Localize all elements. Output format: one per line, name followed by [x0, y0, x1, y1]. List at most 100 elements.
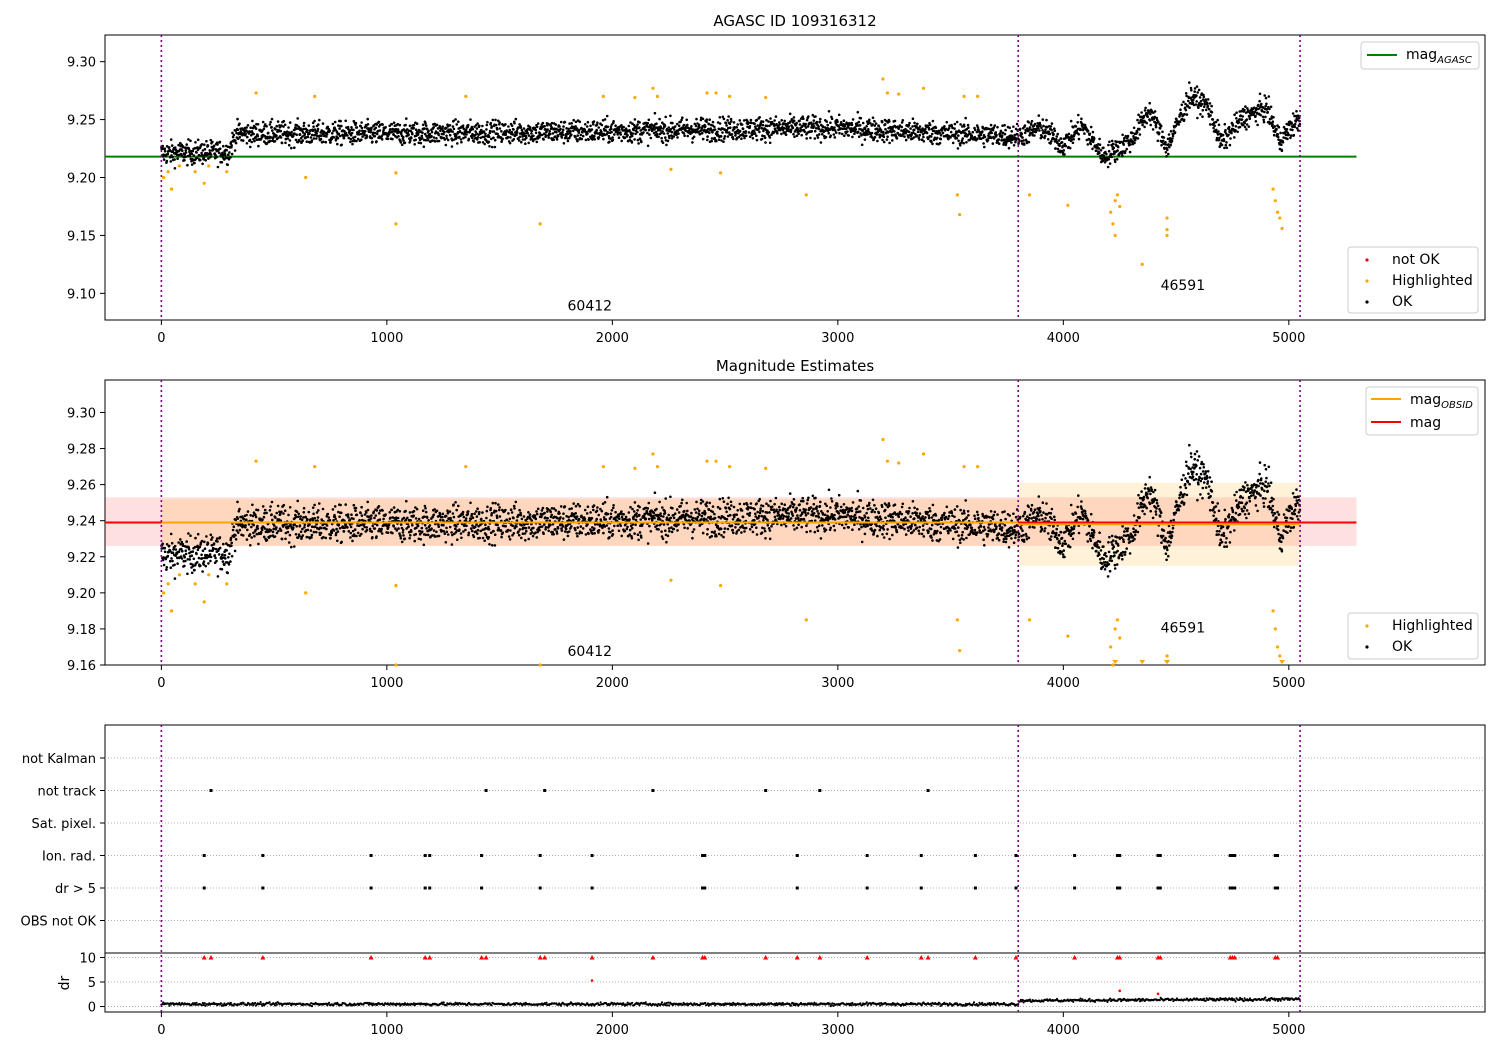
ok-point: [251, 503, 254, 507]
ok-point: [939, 133, 943, 137]
ok-point: [981, 130, 984, 133]
highlighted-point: [714, 91, 718, 95]
ok-point: [340, 143, 344, 147]
ok-point: [183, 153, 186, 156]
ok-point: [203, 547, 207, 550]
ok-point: [458, 528, 461, 531]
ok-point: [668, 136, 671, 140]
highlighted-point: [1140, 262, 1144, 266]
ok-point: [929, 135, 933, 138]
ok-point: [564, 527, 568, 531]
ok-point: [870, 131, 874, 135]
ok-point: [500, 130, 503, 133]
ok-point: [344, 503, 348, 506]
ok-point: [713, 125, 716, 129]
ok-point: [619, 524, 622, 528]
ok-point: [697, 123, 701, 127]
ok-point: [1201, 108, 1205, 112]
ok-point: [283, 509, 287, 512]
highlighted-point: [885, 91, 890, 95]
ok-point: [488, 145, 491, 148]
ok-point: [744, 130, 748, 133]
ok-point: [451, 125, 455, 128]
ok-point: [540, 525, 544, 528]
ok-point: [563, 505, 567, 508]
ok-point: [303, 523, 307, 527]
ok-point: [457, 504, 460, 508]
ok-point: [375, 509, 379, 512]
ok-point: [297, 512, 301, 516]
y-tick-label: 9.30: [67, 56, 96, 71]
ok-point: [1183, 106, 1187, 109]
ok-point: [353, 528, 357, 531]
ok-point: [730, 120, 733, 123]
ok-point: [922, 140, 926, 143]
ok-point: [337, 132, 341, 136]
ok-point: [955, 136, 959, 140]
ok-point: [438, 513, 442, 516]
ok-point: [446, 509, 449, 512]
ok-point: [194, 141, 197, 144]
ok-point: [628, 518, 631, 521]
ok-point: [750, 133, 754, 137]
ok-point: [527, 537, 530, 541]
ok-point: [472, 140, 476, 143]
ok-point: [209, 559, 212, 563]
ok-point: [401, 531, 405, 534]
ok-point: [1292, 133, 1296, 137]
ok-point: [351, 142, 354, 146]
ok-point: [637, 142, 640, 145]
ok-point: [556, 527, 560, 530]
ok-point: [256, 123, 260, 126]
ok-point: [633, 118, 637, 121]
ok-point: [189, 139, 192, 143]
ok-point: [350, 131, 354, 135]
ok-point: [255, 138, 259, 141]
ok-point: [1142, 114, 1146, 118]
ok-point: [791, 126, 795, 130]
ok-point: [1124, 150, 1127, 153]
ok-point: [667, 126, 670, 129]
ok-point: [901, 119, 905, 122]
ok-point: [416, 524, 420, 528]
ok-point: [380, 527, 383, 531]
ok-point: [497, 503, 500, 506]
ok-point: [675, 122, 679, 126]
ok-point: [629, 121, 632, 124]
ok-point: [249, 126, 252, 129]
ok-point: [1167, 133, 1171, 136]
ok-point: [232, 525, 236, 528]
ok-point: [311, 506, 315, 510]
ok-point: [356, 137, 360, 141]
highlighted-point: [976, 94, 980, 99]
ok-point: [408, 536, 411, 540]
ok-point: [320, 134, 323, 138]
ok-point: [399, 523, 403, 526]
ok-point: [433, 535, 437, 538]
ok-point: [574, 125, 577, 128]
ok-point: [355, 126, 359, 129]
ok-point: [406, 516, 409, 520]
ok-point: [1054, 147, 1057, 150]
ok-point: [214, 556, 217, 560]
ok-point: [1146, 115, 1149, 118]
ok-point: [488, 543, 491, 546]
ok-point: [530, 132, 533, 135]
ok-point: [224, 557, 227, 560]
ok-point: [1091, 147, 1094, 151]
ok-point: [846, 130, 849, 133]
ok-point: [1194, 103, 1198, 106]
ok-point: [298, 534, 301, 538]
ok-point: [789, 128, 793, 131]
ok-point: [1089, 142, 1093, 146]
ok-point: [299, 127, 303, 130]
ok-point: [522, 127, 526, 130]
ok-point: [614, 510, 617, 514]
ok-point: [173, 167, 177, 170]
ok-point: [294, 138, 298, 142]
ok-point: [1041, 118, 1045, 121]
ok-point: [727, 126, 730, 130]
highlighted-point: [313, 94, 317, 99]
ok-point: [569, 130, 572, 133]
ok-point: [839, 121, 843, 124]
